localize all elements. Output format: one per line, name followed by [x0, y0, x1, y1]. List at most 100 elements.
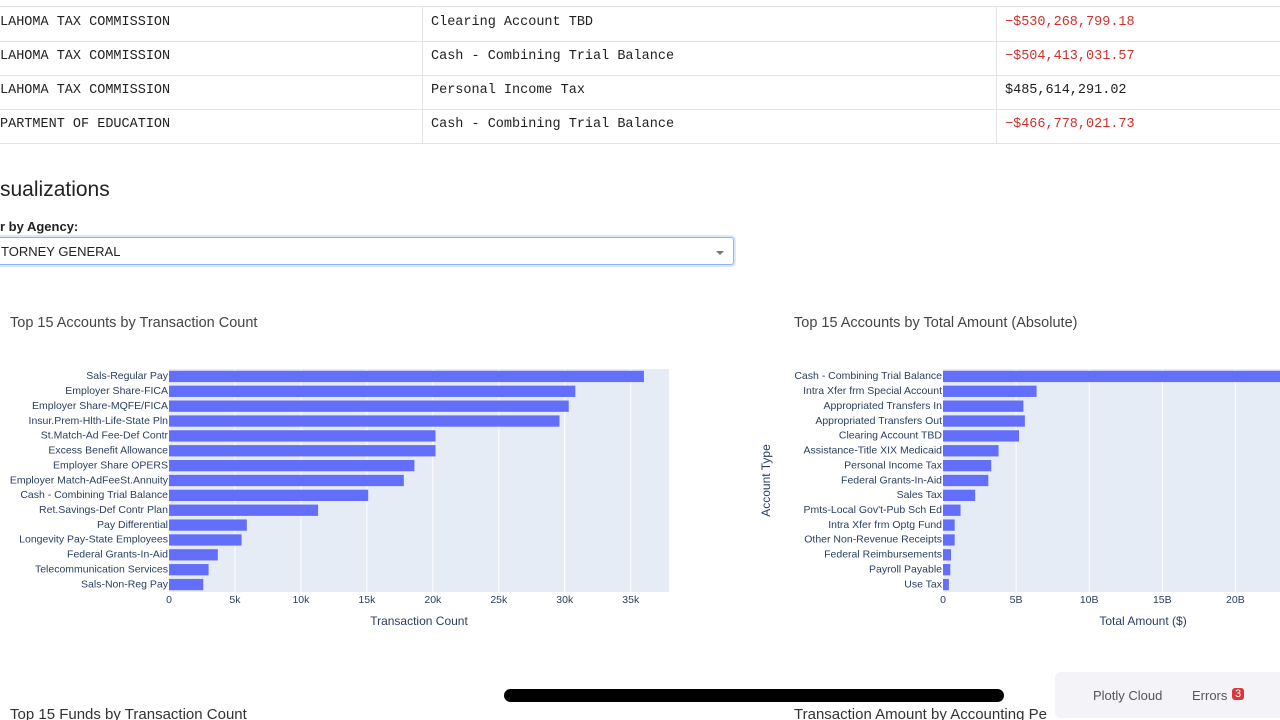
y-tick-label: Federal Grants-In-Aid: [841, 474, 942, 486]
table-row: LAHOMA TAX COMMISSION Cash - Combining Tr…: [0, 41, 1280, 76]
dropdown-value: TORNEY GENERAL: [1, 244, 121, 259]
bar: [169, 578, 204, 591]
x-tick-label: 25k: [490, 594, 508, 606]
bar: [943, 370, 1280, 383]
table-cell: −$530,268,799.18: [996, 7, 1280, 41]
x-tick-label: 5B: [1010, 594, 1023, 606]
table-row: LAHOMA TAX COMMISSION Personal Income Tax…: [0, 75, 1280, 110]
bar: [943, 385, 1037, 397]
table-cell: Cash - Combining Trial Balance: [422, 41, 996, 75]
y-tick-label: Longevity Pay-State Employees: [19, 534, 168, 546]
x-tick-label: 20B: [1226, 594, 1245, 606]
y-tick-label: Personal Income Tax: [844, 459, 943, 471]
table-row: PARTMENT OF EDUCATION Cash - Combining Tr…: [0, 109, 1280, 144]
bar: [169, 370, 644, 383]
bar: [169, 445, 436, 457]
x-tick-label: 5k: [229, 594, 241, 606]
y-tick-label: Intra Xfer frm Optg Fund: [828, 519, 942, 531]
y-tick-label: Employer Share-FICA: [65, 385, 168, 397]
x-tick-label: 35k: [622, 594, 640, 606]
cloud-button[interactable]: Plotly Cloud: [1093, 688, 1163, 703]
y-tick-label: Assistance-Title XIX Medicaid: [804, 445, 943, 457]
section-title: sualizations: [0, 178, 110, 201]
bar: [943, 534, 955, 546]
devtools-bar: Plotly Cloud Errors 3: [1055, 672, 1280, 718]
x-tick-label: 0: [166, 594, 172, 606]
table-cell: LAHOMA TAX COMMISSION: [0, 49, 171, 64]
bar: [169, 489, 369, 502]
bar: [169, 549, 218, 561]
table-cell: Personal Income Tax: [422, 75, 996, 109]
bar: [943, 415, 1025, 427]
table-cell: −$466,778,021.73: [996, 109, 1280, 143]
y-tick-label: Insur.Prem-Hlth-Life-State Pln: [29, 415, 169, 427]
y-tick-label: Other Non-Revenue Receipts: [804, 534, 942, 546]
bar: [943, 564, 951, 576]
bar: [169, 504, 319, 516]
y-tick-label: Federal Grants-In-Aid: [67, 549, 168, 561]
y-tick-label: Employer Match-AdFeeSt.Annuity: [10, 474, 169, 486]
chart-title: Top 15 Accounts by Total Amount (Absolut…: [794, 315, 1077, 331]
bar: [943, 459, 992, 472]
x-tick-label: 10k: [292, 594, 310, 606]
x-tick-label: 15k: [358, 594, 376, 606]
x-tick-label: 15B: [1153, 594, 1172, 606]
x-axis-label: Transaction Count: [370, 614, 468, 628]
bar: [943, 549, 952, 561]
y-tick-label: Federal Reimbursements: [824, 549, 942, 561]
error-count: 3: [1232, 688, 1245, 700]
y-tick-label: Cash - Combining Trial Balance: [20, 489, 168, 501]
y-tick-label: Employer Share-MQFE/FICA: [32, 400, 168, 412]
bar: [943, 578, 949, 591]
x-tick-label: 30k: [556, 594, 574, 606]
table-cell: LAHOMA TAX COMMISSION: [0, 83, 171, 98]
y-tick-label: Payroll Payable: [869, 563, 942, 575]
table-row: LAHOMA TAX COMMISSION Clearing Account TB…: [0, 7, 1280, 42]
chart-title: Top 15 Accounts by Transaction Count: [10, 315, 257, 331]
agency-dropdown[interactable]: TORNEY GENERAL: [0, 237, 734, 265]
x-tick-label: 20k: [424, 594, 442, 606]
table-cell: LAHOMA TAX COMMISSION: [0, 15, 171, 30]
errors-button[interactable]: Errors: [1192, 688, 1228, 703]
bar: [169, 415, 560, 427]
bar: [169, 474, 404, 487]
y-tick-label: Cash - Combining Trial Balance: [794, 370, 942, 382]
y-tick-label: Ret.Savings-Def Contr Plan: [39, 504, 168, 516]
data-table: LAHOMA TAX COMMISSION Clearing Account TB…: [0, 6, 1280, 144]
x-tick-label: 10B: [1080, 594, 1099, 606]
bar: [169, 534, 242, 546]
y-axis-label: Account Type: [759, 444, 773, 517]
bar: [943, 489, 976, 502]
y-tick-label: Appropriated Transfers Out: [815, 415, 942, 427]
x-axis-label: Total Amount ($): [1099, 614, 1186, 628]
table-cell: Cash - Combining Trial Balance: [422, 109, 996, 143]
bar: [943, 430, 1020, 442]
bar: [169, 400, 569, 412]
bar: [943, 519, 955, 531]
y-tick-label: Pay Differential: [97, 519, 168, 531]
bar: [943, 504, 961, 516]
y-tick-label: Clearing Account TBD: [839, 430, 943, 442]
y-tick-label: St.Match-Ad Fee-Def Contr: [41, 430, 169, 442]
y-tick-label: Sales Tax: [897, 489, 943, 501]
y-tick-label: Employer Share OPERS: [53, 459, 168, 471]
table-cell: −$504,413,031.57: [996, 41, 1280, 75]
bar: [169, 430, 436, 442]
x-tick-label: 0: [940, 594, 946, 606]
bar: [169, 459, 415, 472]
y-tick-label: Pmts-Local Gov't-Pub Sch Ed: [803, 504, 942, 516]
y-tick-label: Use Tax: [904, 578, 942, 590]
bar: [169, 385, 576, 397]
y-tick-label: Excess Benefit Allowance: [48, 445, 168, 457]
bar: [943, 445, 999, 457]
y-tick-label: Sals-Non-Reg Pay: [81, 578, 169, 590]
home-indicator: [504, 689, 1004, 702]
y-tick-label: Appropriated Transfers In: [824, 400, 943, 412]
y-tick-label: Sals-Regular Pay: [86, 370, 168, 382]
bar: [169, 564, 209, 576]
chart-title: Transaction Amount by Accounting Pe: [794, 706, 1047, 720]
table-cell: PARTMENT OF EDUCATION: [0, 117, 171, 132]
chart-title: Top 15 Funds by Transaction Count: [10, 706, 247, 720]
